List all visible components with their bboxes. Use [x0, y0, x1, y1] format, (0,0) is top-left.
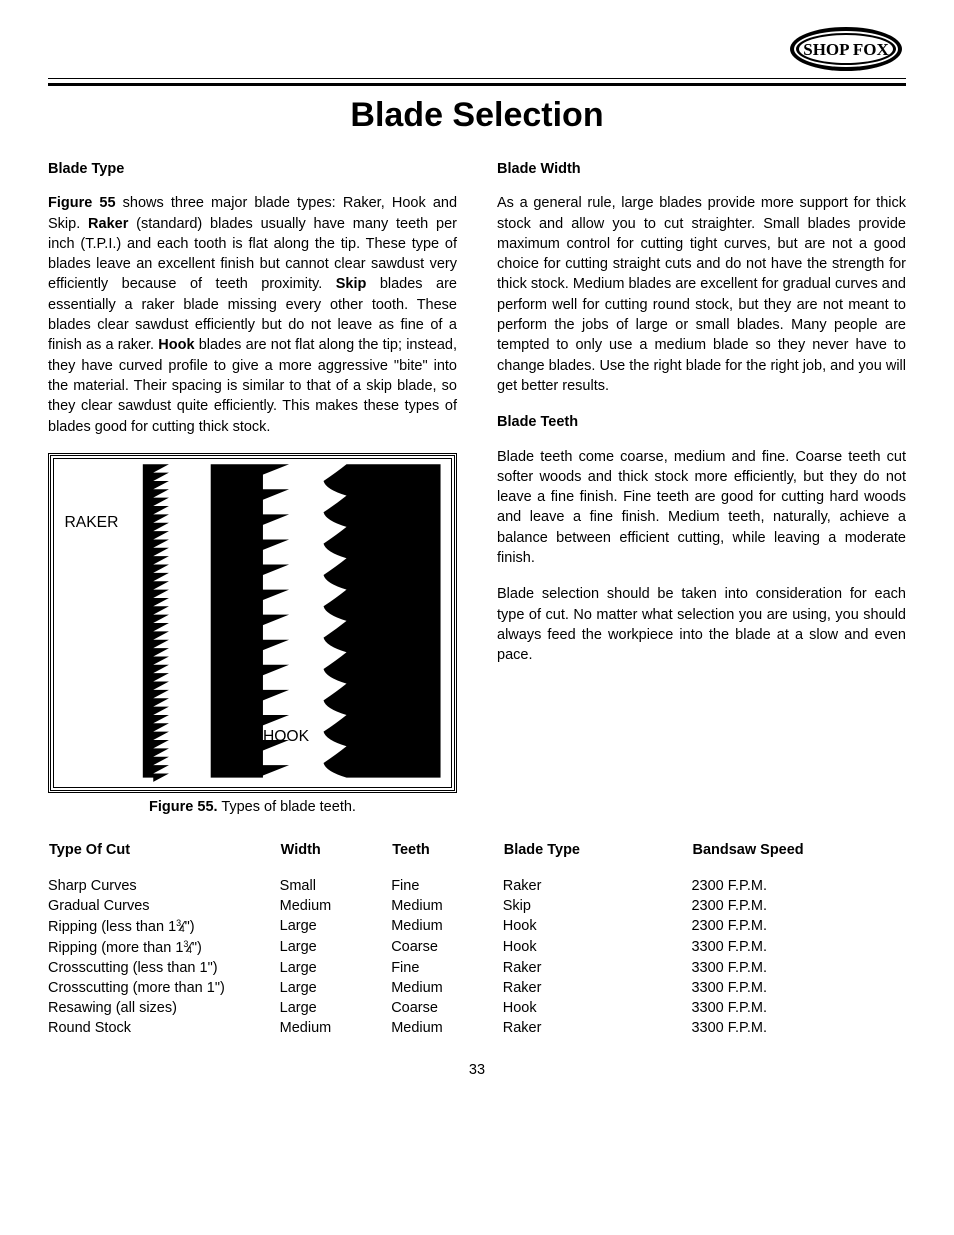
- table-header-cell: Width: [280, 841, 392, 876]
- paragraph-blade-teeth-1: Blade teeth come coarse, medium and fine…: [497, 447, 906, 569]
- table-row: Resawing (all sizes)LargeCoarseHook3300 …: [48, 998, 906, 1018]
- table-cell: Medium: [391, 1018, 503, 1038]
- table-row: Crosscutting (more than 1")LargeMediumRa…: [48, 978, 906, 998]
- right-column: Blade Width As a general rule, large bla…: [497, 159, 906, 815]
- table-cell: Skip: [503, 896, 692, 916]
- paragraph-blade-teeth-2: Blade selection should be taken into con…: [497, 584, 906, 665]
- table-cell: Raker: [503, 1018, 692, 1038]
- left-column: Blade Type Figure 55 shows three major b…: [48, 159, 457, 815]
- table-cell: Small: [280, 876, 392, 896]
- figure-55: RAKER SKIP HOOK: [48, 453, 457, 793]
- table-cell: 2300 F.P.M.: [691, 916, 906, 937]
- table-cell: 3300 F.P.M.: [691, 978, 906, 998]
- content-columns: Blade Type Figure 55 shows three major b…: [48, 159, 906, 815]
- header: SHOP FOX: [48, 24, 906, 79]
- table-cell: Medium: [280, 1018, 392, 1038]
- table-cell: Medium: [391, 916, 503, 937]
- blade-teeth-diagram: RAKER SKIP HOOK: [54, 459, 451, 783]
- svg-text:RAKER: RAKER: [64, 514, 118, 531]
- table-cell: Large: [280, 998, 392, 1018]
- table-cell: Ripping (less than 13⁄4"): [48, 916, 280, 937]
- table-cell: Crosscutting (less than 1"): [48, 958, 280, 978]
- table-cell: Hook: [503, 998, 692, 1018]
- table-header-cell: Type Of Cut: [48, 841, 280, 876]
- table-cell: 3300 F.P.M.: [691, 1018, 906, 1038]
- svg-text:HOOK: HOOK: [263, 728, 310, 745]
- table-cell: 2300 F.P.M.: [691, 896, 906, 916]
- table-header-cell: Bandsaw Speed: [691, 841, 906, 876]
- page-title: Blade Selection: [48, 96, 906, 135]
- table-cell: Resawing (all sizes): [48, 998, 280, 1018]
- table-cell: Fine: [391, 958, 503, 978]
- table-cell: Fine: [391, 876, 503, 896]
- header-rule: [48, 83, 906, 86]
- blade-selection-table: Type Of CutWidthTeethBlade TypeBandsaw S…: [48, 841, 906, 1038]
- table-cell: Ripping (more than 13⁄4"): [48, 937, 280, 958]
- table-cell: Gradual Curves: [48, 896, 280, 916]
- table-cell: Large: [280, 958, 392, 978]
- table-cell: Hook: [503, 916, 692, 937]
- table-row: Ripping (less than 13⁄4")LargeMediumHook…: [48, 916, 906, 937]
- page-number: 33: [48, 1062, 906, 1078]
- table-cell: 3300 F.P.M.: [691, 958, 906, 978]
- table-cell: Large: [280, 916, 392, 937]
- brand-text: SHOP FOX: [803, 40, 889, 59]
- table-cell: Raker: [503, 978, 692, 998]
- table-cell: Medium: [280, 896, 392, 916]
- table-cell: 3300 F.P.M.: [691, 937, 906, 958]
- table-cell: Sharp Curves: [48, 876, 280, 896]
- table-cell: Coarse: [391, 937, 503, 958]
- heading-blade-type: Blade Type: [48, 159, 457, 179]
- table-cell: Coarse: [391, 998, 503, 1018]
- table-row: Ripping (more than 13⁄4")LargeCoarseHook…: [48, 937, 906, 958]
- figure-caption: Figure 55. Types of blade teeth.: [48, 799, 457, 815]
- table-row: Sharp CurvesSmallFineRaker2300 F.P.M.: [48, 876, 906, 896]
- paragraph-blade-width: As a general rule, large blades provide …: [497, 193, 906, 396]
- table-header-cell: Teeth: [391, 841, 503, 876]
- table-cell: Crosscutting (more than 1"): [48, 978, 280, 998]
- table-row: Crosscutting (less than 1")LargeFineRake…: [48, 958, 906, 978]
- table-cell: Raker: [503, 876, 692, 896]
- table-cell: Raker: [503, 958, 692, 978]
- table-row: Gradual CurvesMediumMediumSkip2300 F.P.M…: [48, 896, 906, 916]
- table-cell: Hook: [503, 937, 692, 958]
- svg-text:SKIP: SKIP: [211, 629, 247, 646]
- table-body: Sharp CurvesSmallFineRaker2300 F.P.M.Gra…: [48, 876, 906, 1038]
- table-cell: Large: [280, 978, 392, 998]
- table-cell: Large: [280, 937, 392, 958]
- table-cell: Medium: [391, 978, 503, 998]
- table-cell: 3300 F.P.M.: [691, 998, 906, 1018]
- table-header-cell: Blade Type: [503, 841, 692, 876]
- table-cell: Medium: [391, 896, 503, 916]
- table-row: Round StockMediumMediumRaker3300 F.P.M.: [48, 1018, 906, 1038]
- table-cell: 2300 F.P.M.: [691, 876, 906, 896]
- table-header-row: Type Of CutWidthTeethBlade TypeBandsaw S…: [48, 841, 906, 876]
- table-cell: Round Stock: [48, 1018, 280, 1038]
- heading-blade-teeth: Blade Teeth: [497, 412, 906, 432]
- heading-blade-width: Blade Width: [497, 159, 906, 179]
- paragraph-blade-type: Figure 55 shows three major blade types:…: [48, 193, 457, 437]
- brand-logo: SHOP FOX: [786, 24, 906, 74]
